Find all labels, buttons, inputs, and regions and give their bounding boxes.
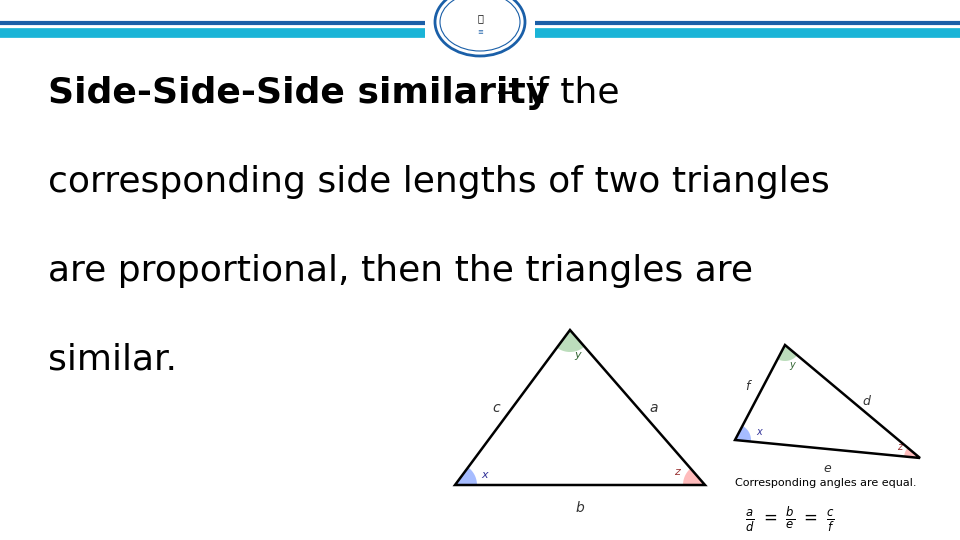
Text: y: y bbox=[575, 350, 582, 360]
Text: b: b bbox=[576, 501, 585, 515]
Ellipse shape bbox=[435, 0, 525, 56]
Text: similar.: similar. bbox=[48, 343, 177, 377]
Text: e: e bbox=[824, 462, 831, 475]
Polygon shape bbox=[904, 448, 920, 458]
Text: are proportional, then the triangles are: are proportional, then the triangles are bbox=[48, 254, 753, 288]
Polygon shape bbox=[683, 468, 705, 485]
Text: Side-Side-Side similarity: Side-Side-Side similarity bbox=[48, 76, 549, 110]
Text: a: a bbox=[649, 401, 658, 415]
Text: f: f bbox=[745, 380, 749, 393]
Text: y: y bbox=[789, 360, 795, 370]
Text: corresponding side lengths of two triangles: corresponding side lengths of two triang… bbox=[48, 165, 829, 199]
Polygon shape bbox=[735, 426, 751, 442]
Text: – if the: – if the bbox=[485, 76, 619, 110]
Polygon shape bbox=[455, 467, 477, 485]
Text: c: c bbox=[492, 401, 500, 415]
Text: z: z bbox=[898, 442, 902, 452]
Text: $\frac{a}{d}\ =\ \frac{b}{e}\ =\ \frac{c}{f}$: $\frac{a}{d}\ =\ \frac{b}{e}\ =\ \frac{c… bbox=[745, 505, 835, 534]
Text: z: z bbox=[674, 467, 680, 477]
Text: x: x bbox=[756, 427, 762, 437]
Polygon shape bbox=[778, 345, 797, 361]
Text: d: d bbox=[863, 395, 871, 408]
Text: Corresponding angles are equal.: Corresponding angles are equal. bbox=[735, 478, 917, 488]
Polygon shape bbox=[557, 330, 585, 352]
Text: ≡: ≡ bbox=[477, 29, 483, 35]
Text: 🐬: 🐬 bbox=[477, 13, 483, 23]
Text: x: x bbox=[482, 470, 489, 480]
